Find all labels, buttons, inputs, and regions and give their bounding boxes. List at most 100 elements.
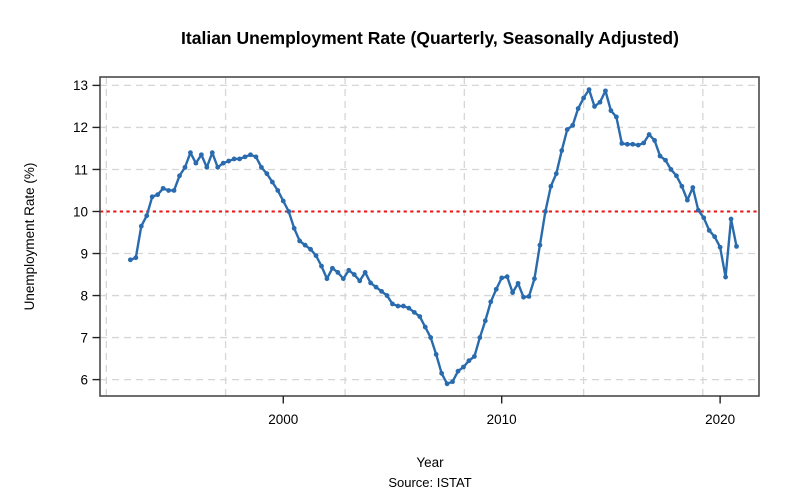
data-point (553, 171, 559, 177)
data-point (204, 164, 210, 170)
data-point (575, 106, 581, 111)
data-point (690, 185, 696, 190)
y-tick-label: 9 (80, 246, 88, 261)
data-point (657, 153, 663, 159)
data-point (537, 242, 543, 248)
data-point (384, 293, 390, 298)
data-point (406, 305, 412, 311)
data-point (198, 152, 204, 158)
data-point (280, 198, 286, 204)
data-point (368, 280, 374, 286)
data-point (428, 335, 434, 340)
data-point (286, 209, 292, 214)
data-point (504, 274, 510, 280)
data-point (253, 154, 259, 160)
data-point (351, 272, 357, 277)
data-point (308, 246, 313, 252)
data-point (493, 286, 499, 292)
data-point (581, 95, 586, 101)
data-point (340, 276, 346, 282)
data-point (357, 278, 363, 284)
data-point (439, 370, 445, 376)
data-point (324, 276, 330, 282)
data-point (624, 141, 630, 147)
data-point (209, 150, 215, 156)
x-axis-label: Year (416, 455, 444, 470)
data-point (313, 253, 319, 259)
data-point (564, 127, 570, 132)
data-point (330, 265, 335, 271)
data-series (127, 87, 739, 387)
data-point (346, 267, 352, 273)
data-point (477, 335, 483, 340)
y-tick-label: 7 (80, 330, 88, 345)
data-point (401, 303, 406, 309)
data-point (319, 263, 324, 269)
data-point (215, 164, 221, 170)
data-point (390, 301, 395, 307)
data-point (144, 213, 150, 219)
data-point (728, 216, 734, 222)
data-point (231, 156, 237, 162)
plot-box (99, 76, 760, 397)
data-point (684, 197, 690, 203)
data-point (652, 138, 657, 143)
data-point (138, 223, 144, 229)
data-point (133, 255, 139, 261)
data-point (471, 354, 477, 359)
y-tick-label: 11 (74, 162, 88, 177)
data-point (542, 209, 548, 214)
data-point (444, 381, 450, 387)
data-point (706, 228, 712, 233)
data-point (269, 179, 275, 185)
data-point (149, 194, 155, 200)
x-tick-label: 2000 (268, 412, 298, 427)
data-point (532, 276, 537, 282)
y-tick-label: 13 (73, 78, 88, 93)
data-point (510, 290, 516, 296)
data-point (695, 207, 701, 213)
data-point (526, 293, 532, 299)
data-point (379, 288, 384, 294)
y-tick-label: 12 (73, 120, 88, 135)
data-point (679, 183, 685, 189)
data-point (297, 238, 303, 244)
data-point (433, 351, 439, 357)
data-point (242, 154, 248, 160)
data-point (548, 183, 554, 189)
data-point (482, 318, 488, 324)
data-point (220, 160, 226, 166)
data-point (411, 309, 417, 315)
data-point (417, 314, 423, 319)
data-point (597, 99, 603, 105)
gridlines (100, 77, 759, 396)
data-point (641, 140, 647, 146)
data-point (630, 141, 636, 147)
data-point (717, 244, 723, 250)
data-point (422, 324, 428, 330)
data-point (734, 243, 739, 249)
data-point (635, 142, 641, 148)
data-point (259, 164, 264, 170)
data-point (155, 192, 161, 198)
data-point (177, 173, 182, 179)
data-point (646, 132, 652, 137)
data-point (291, 225, 297, 231)
data-point (668, 167, 674, 172)
data-point (499, 275, 505, 281)
data-point (515, 280, 521, 286)
data-point (603, 88, 608, 94)
y-tick-label: 10 (73, 204, 88, 219)
series-line (129, 88, 738, 386)
data-point (171, 188, 177, 193)
data-point (455, 368, 461, 374)
data-point (160, 185, 166, 191)
y-tick-label: 6 (80, 372, 88, 387)
x-tick-label: 2010 (487, 412, 517, 427)
data-point (188, 150, 193, 156)
data-point (127, 257, 133, 263)
plot-border (99, 76, 760, 397)
axis-ticks: 6 7 8 9 10 11 12 13 2000 2010 2020 (73, 78, 735, 427)
data-point (712, 234, 718, 240)
data-point (592, 104, 597, 109)
